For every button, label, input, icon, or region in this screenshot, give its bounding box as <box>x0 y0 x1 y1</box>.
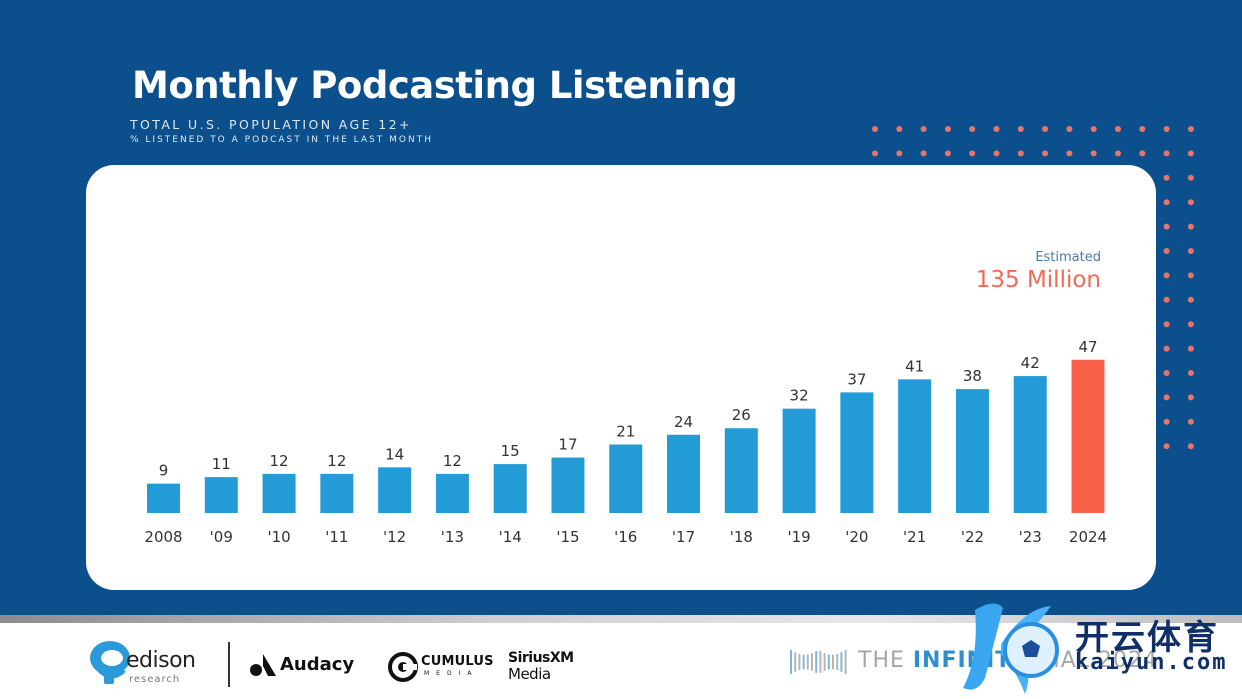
infinity-stripe <box>806 654 809 670</box>
infinity-stripe <box>815 651 818 673</box>
estimate-value: 135 Million <box>975 267 1101 293</box>
infinity-stripe <box>798 653 801 671</box>
infinity-stripe <box>811 653 813 671</box>
infinity-stripe <box>840 652 843 672</box>
bar-chart: 9 2008 11 '09 12 '10 12 '11 14 '12 12 '13 15 '14 17 '15… <box>144 338 1107 546</box>
x-tick-label: 2008 <box>144 528 182 546</box>
bar-13 <box>435 473 469 513</box>
subtitle: TOTAL U.S. POPULATION AGE 12+ <box>130 117 412 132</box>
data-label: 12 <box>270 452 289 470</box>
watermark-overlay: 开云体育 kaiyun.com <box>955 598 1242 699</box>
infinity-stripe <box>794 652 797 672</box>
x-tick-label: '22 <box>961 528 984 546</box>
cumulus-media-logo: CUMULUS MEDIA <box>388 650 498 684</box>
data-label: 17 <box>558 436 577 454</box>
logo-divider <box>228 642 230 687</box>
data-label: 26 <box>732 406 751 424</box>
siriusxm-wordmark: SiriusXM <box>508 650 574 666</box>
audacy-logo: Audacy <box>250 652 375 678</box>
watermark-cn-text: 开云体育 <box>1075 618 1219 658</box>
data-label: 21 <box>616 423 635 441</box>
bar-20 <box>840 392 874 513</box>
infinity-stripe <box>802 654 805 670</box>
bar-2024 <box>1071 359 1105 513</box>
siriusxm-media-logo: SiriusXM Media <box>508 650 588 686</box>
x-tick-label: '23 <box>1019 528 1042 546</box>
data-label: 32 <box>790 387 809 405</box>
infinity-icon <box>790 650 847 674</box>
bar-14 <box>493 464 527 513</box>
cumulus-sub: MEDIA <box>424 670 479 677</box>
bar-11 <box>320 473 354 513</box>
x-tick-label: '11 <box>325 528 348 546</box>
watermark-en-text: kaiyun.com <box>1075 650 1228 675</box>
x-tick-label: '09 <box>210 528 233 546</box>
infinity-stripe <box>790 650 792 674</box>
x-tick-label: '19 <box>787 528 810 546</box>
edison-wordmark: edison <box>126 648 196 673</box>
estimate-label: Estimated <box>1035 250 1101 265</box>
data-label: 12 <box>327 452 346 470</box>
bar-23 <box>1013 376 1047 513</box>
x-tick-label: '18 <box>730 528 753 546</box>
data-label: 15 <box>501 442 520 460</box>
x-tick-label: '21 <box>903 528 926 546</box>
data-label: 9 <box>159 462 169 480</box>
infinite-dial-pre: THE <box>858 648 913 673</box>
bar-18 <box>724 428 758 513</box>
x-tick-label: '20 <box>845 528 868 546</box>
x-tick-label: '10 <box>267 528 290 546</box>
x-tick-label: '14 <box>499 528 522 546</box>
infinity-stripe <box>823 653 826 671</box>
x-tick-label: '15 <box>556 528 579 546</box>
footer-divider-strip <box>0 615 1242 623</box>
watermark-k-ball-icon <box>963 603 1059 694</box>
audacy-wordmark: Audacy <box>280 654 355 675</box>
data-label: 12 <box>443 452 462 470</box>
data-label: 47 <box>1078 338 1097 356</box>
infinity-stripe <box>819 651 822 673</box>
x-tick-label: '12 <box>383 528 406 546</box>
bar-15 <box>551 457 585 513</box>
bar-17 <box>667 434 701 513</box>
data-label: 11 <box>212 455 231 473</box>
x-tick-label: '16 <box>614 528 637 546</box>
edison-bulb-icon <box>90 641 130 684</box>
bar-16 <box>609 444 643 513</box>
data-label: 41 <box>905 357 924 375</box>
infinity-stripe <box>836 653 839 671</box>
data-label: 38 <box>963 367 982 385</box>
bar-21 <box>898 379 932 513</box>
page-title: Monthly Podcasting Listening <box>132 64 738 107</box>
data-label: 42 <box>1021 354 1040 372</box>
infinity-stripe <box>832 654 834 670</box>
bar-2008 <box>147 483 180 513</box>
data-label: 37 <box>847 370 866 388</box>
edison-research-logo: edison research <box>88 636 218 688</box>
infinity-stripe <box>844 650 847 674</box>
cumulus-icon <box>388 652 418 682</box>
bar-10 <box>262 473 296 513</box>
x-tick-label: '17 <box>672 528 695 546</box>
data-label: 24 <box>674 413 693 431</box>
bar-12 <box>378 467 412 513</box>
infinity-stripe <box>827 654 830 670</box>
bar-09 <box>204 477 238 513</box>
siriusxm-sub: Media <box>508 665 551 683</box>
x-tick-label: 2024 <box>1069 528 1107 546</box>
cumulus-wordmark: CUMULUS <box>421 654 494 669</box>
data-label: 14 <box>385 445 404 463</box>
edison-sub: research <box>129 674 181 685</box>
x-tick-label: '13 <box>441 528 464 546</box>
subtitle-measure: % LISTENED TO A PODCAST IN THE LAST MONT… <box>130 135 433 145</box>
chart-panel <box>86 165 1156 590</box>
audacy-icon <box>250 654 276 676</box>
bar-19 <box>782 408 816 513</box>
bar-22 <box>955 389 989 513</box>
